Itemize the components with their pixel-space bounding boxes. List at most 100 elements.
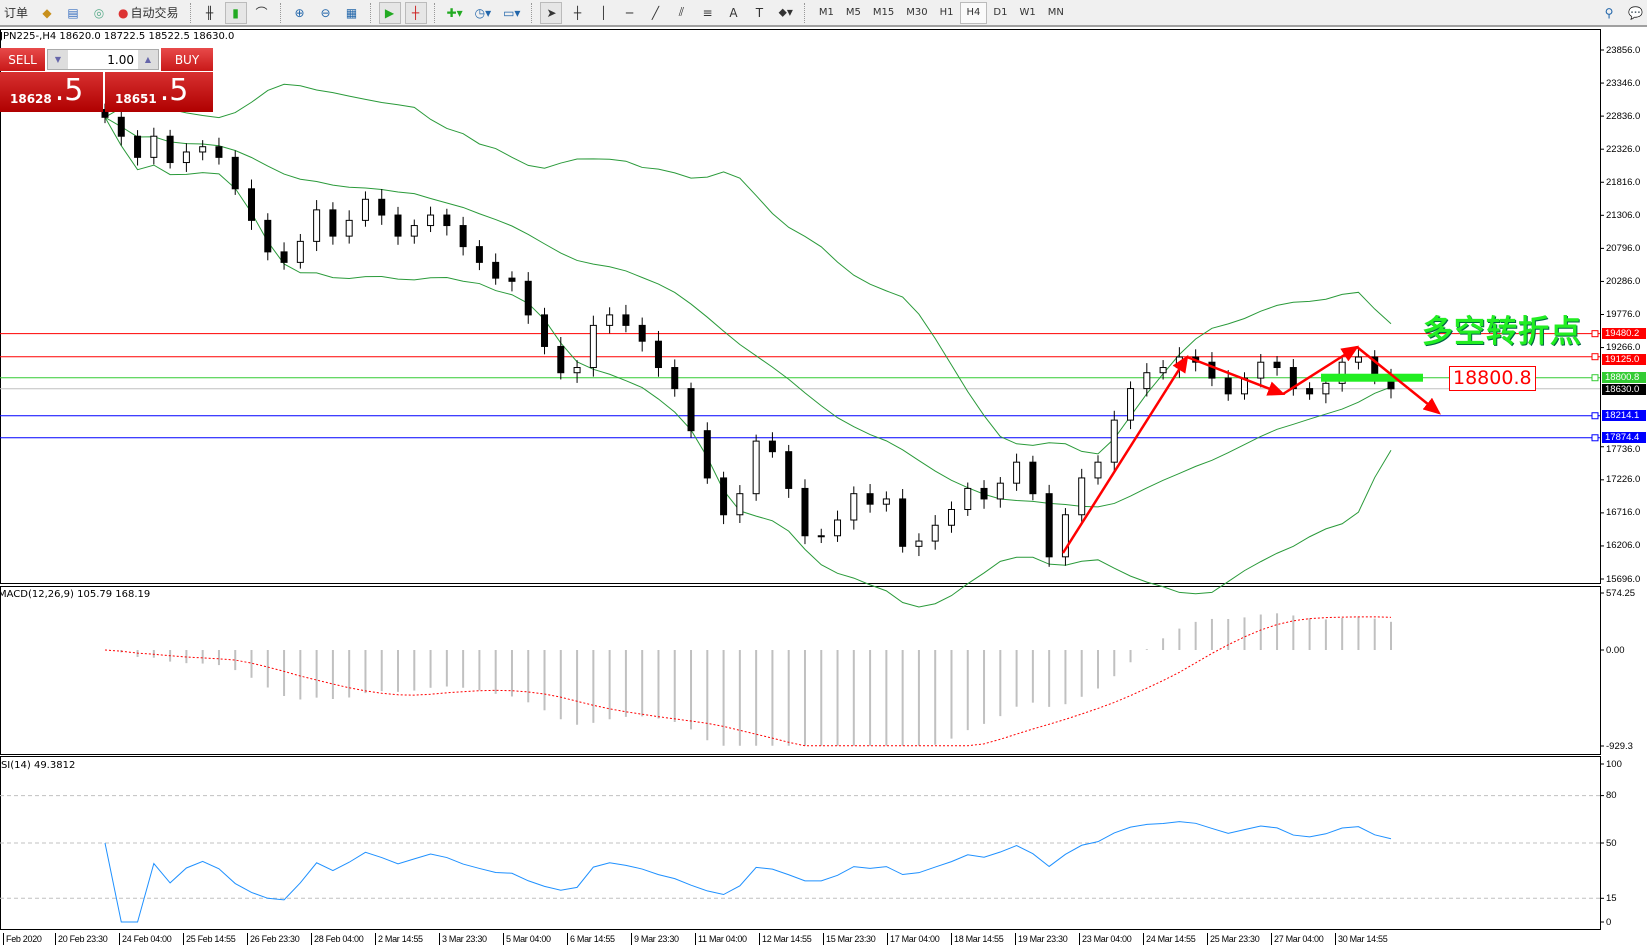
rsi-line [104, 821, 1392, 923]
price-axis-label: 20286.0 [1606, 275, 1641, 287]
time-axis-label: 18 Mar 14:55 [951, 933, 1004, 945]
timeframe-m1[interactable]: M1 [818, 7, 834, 18]
candle-body [524, 280, 532, 316]
time-axis-label: 11 Mar 04:00 [695, 933, 747, 945]
candle-body [541, 314, 549, 347]
price-axis-label: 23346.0 [1606, 77, 1641, 89]
time-axis-label: 15 Mar 23:30 [823, 933, 876, 945]
rsi-axis-label: 80 [1606, 790, 1617, 802]
crosshair-icon[interactable]: ┼ [573, 5, 582, 20]
trend-arrow [1282, 345, 1360, 396]
candle-body [671, 367, 679, 390]
timeframe-d1[interactable]: D1 [993, 7, 1008, 18]
price-axis-label: 22836.0 [1606, 110, 1641, 122]
candle-body [606, 314, 614, 326]
candle-body [1127, 388, 1135, 421]
pivot-zone-bar [1321, 373, 1423, 382]
candle-body [492, 261, 500, 279]
auto-scroll-icon[interactable]: ▶ [378, 1, 401, 24]
buy-price[interactable]: 18651.5 [105, 72, 213, 112]
signals-icon[interactable]: ◎ [93, 5, 105, 20]
text-label-icon[interactable]: T [755, 5, 764, 20]
candle-body [720, 477, 728, 516]
cursor-icon[interactable]: ➤ [540, 1, 563, 24]
candle-body [280, 251, 288, 263]
trendline-icon[interactable]: ╱ [651, 5, 660, 20]
level-handle-icon [1591, 434, 1599, 442]
lot-size-input[interactable]: ▼ 1.00 ▲ [47, 49, 159, 70]
sell-button[interactable]: SELL [0, 48, 45, 71]
equidistant-channel-icon[interactable]: ⫽ [678, 5, 685, 19]
buy-button[interactable]: BUY [161, 48, 213, 71]
line-chart-icon[interactable]: ⌒ [255, 6, 268, 20]
candle-body [1159, 367, 1167, 374]
arrows-icon[interactable]: ⬥▾ [778, 5, 793, 19]
trend-arrow [1061, 354, 1189, 554]
rsi-axis-label: 100 [1606, 758, 1622, 770]
new-order-button[interactable]: 订单 [4, 6, 29, 20]
text-icon[interactable]: A [729, 5, 738, 20]
horizontal-line-icon[interactable]: ─ [625, 5, 634, 20]
macd-axis-label: 0.00 [1606, 644, 1625, 656]
bar-chart-icon[interactable]: ╫ [205, 5, 214, 20]
chat-icon[interactable]: 💬 [1628, 5, 1643, 20]
fibonacci-icon[interactable]: ≡ [702, 5, 713, 20]
candle-body [459, 225, 467, 248]
candle-body [345, 219, 353, 237]
candle-body [231, 156, 239, 190]
annotation-price-box[interactable]: 18800.8 [1449, 366, 1536, 391]
templates-icon[interactable]: ▭▾ [503, 5, 521, 20]
chart-shift-icon[interactable]: ┼ [404, 1, 427, 24]
time-axis-label: 30 Mar 14:55 [1335, 933, 1388, 945]
timeframe-mn[interactable]: MN [1047, 7, 1064, 18]
time-axis-label: Feb 2020 [3, 933, 42, 945]
candle-body [996, 482, 1004, 500]
auto-trading-label: 自动交易 [130, 6, 179, 20]
candle-body [313, 209, 321, 242]
level-handle-icon [1591, 412, 1599, 420]
sell-price[interactable]: 18628.5 [0, 72, 103, 112]
market-watch-icon[interactable]: ◆ [42, 5, 52, 20]
timeframe-h4[interactable]: H4 [959, 1, 988, 24]
zoom-in-icon[interactable]: ⊕ [294, 5, 305, 20]
timeframe-m30[interactable]: M30 [906, 7, 928, 18]
level-handle-icon [1591, 330, 1599, 338]
timeframe-h1[interactable]: H1 [939, 7, 954, 18]
candle-body [264, 219, 272, 253]
candle-body [166, 135, 174, 164]
time-axis-label: 25 Mar 23:30 [1207, 933, 1260, 945]
indicators-icon[interactable]: ✚▾ [446, 5, 463, 20]
candle-body [1224, 377, 1232, 395]
tile-windows-icon[interactable]: ▦ [345, 5, 358, 20]
time-axis-label: 28 Feb 04:00 [311, 933, 364, 945]
timeframe-m5[interactable]: M5 [845, 7, 861, 18]
candle-body [1208, 361, 1216, 379]
auto-trading-button[interactable]: ● 自动交易 [114, 2, 183, 24]
lot-value[interactable]: 1.00 [107, 52, 134, 67]
vertical-line-icon[interactable]: │ [599, 5, 608, 20]
timeframe-w1[interactable]: W1 [1019, 7, 1036, 18]
navigator-icon[interactable]: ▤ [67, 5, 79, 20]
candle-body [850, 493, 858, 521]
zoom-out-icon[interactable]: ⊖ [320, 5, 331, 20]
candle-body [866, 493, 874, 505]
candle-body [329, 209, 337, 237]
level-price-label: 17874.4 [1602, 432, 1646, 444]
candle-body [410, 225, 418, 237]
candle-body [1306, 388, 1314, 395]
periods-icon[interactable]: ◷▾ [474, 5, 492, 20]
lot-decrease-icon[interactable]: ▼ [48, 50, 68, 69]
candle-body [182, 151, 190, 164]
timeframe-m15[interactable]: M15 [872, 7, 895, 18]
candle-body [736, 493, 744, 516]
candle-body [215, 146, 223, 158]
candlestick-icon[interactable]: ▮ [224, 1, 247, 24]
lot-increase-icon[interactable]: ▲ [138, 50, 158, 69]
search-icon[interactable]: ⚲ [1604, 5, 1614, 20]
candle-body [752, 440, 760, 495]
annotation-text[interactable]: 多空转折点 [1422, 314, 1582, 350]
candle-body [361, 198, 369, 221]
candle-body [785, 451, 793, 489]
time-axis-label: 20 Feb 23:30 [55, 933, 108, 945]
